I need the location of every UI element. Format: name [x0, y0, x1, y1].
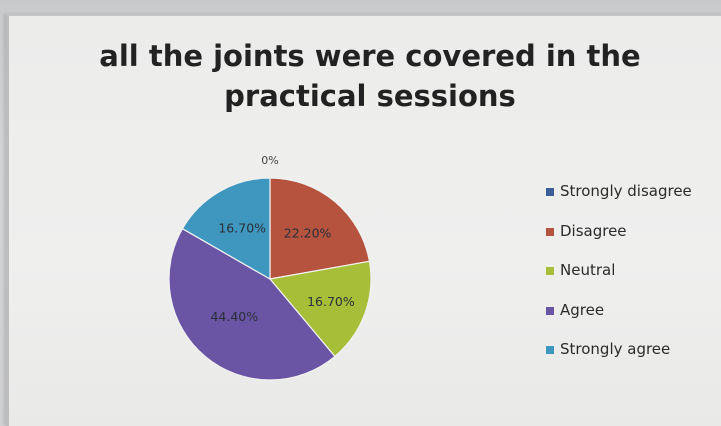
legend-label: Strongly agree	[560, 340, 671, 358]
chart-title-line-2: practical sessions	[224, 79, 516, 114]
pie-slice-neutral	[268, 260, 372, 358]
pie-chart: 0% 22.20% 16.70% 44.40% 16.70%	[168, 154, 372, 381]
data-label-disagree: 22.20%	[284, 226, 332, 241]
legend-item-agree: Agree	[546, 301, 692, 341]
legend-label: Neutral	[560, 261, 616, 279]
legend-swatch	[546, 346, 554, 354]
legend-label: Agree	[560, 300, 605, 319]
legend-label: Strongly disagree	[560, 182, 692, 200]
data-label-agree: 44.40%	[210, 309, 258, 324]
chart-legend: Strongly disagree Disagree Neutral Agree…	[546, 182, 692, 380]
chart-title-line-1: all the joints were covered in the	[99, 39, 641, 73]
legend-item-strongly-agree: Strongly agree	[546, 340, 692, 380]
data-label-neutral: 16.70%	[307, 294, 355, 309]
legend-item-neutral: Neutral	[546, 261, 692, 301]
legend-label: Disagree	[560, 221, 627, 240]
pie-slice-strongly-agree	[181, 177, 271, 281]
legend-swatch	[546, 188, 554, 196]
legend-item-strongly-disagree: Strongly disagree	[546, 182, 692, 222]
pie-slice-agree	[168, 227, 336, 381]
legend-item-disagree: Disagree	[546, 222, 692, 262]
pie-slice-disagree	[269, 177, 371, 280]
legend-swatch	[546, 306, 554, 315]
data-label-strongly-agree: 16.70%	[218, 220, 266, 235]
chart-title: all the joints were covered in the pract…	[60, 36, 680, 116]
legend-swatch	[546, 227, 554, 236]
legend-swatch	[546, 267, 554, 275]
slide-panel	[6, 14, 721, 426]
data-label-strongly-disagree: 0%	[261, 154, 278, 167]
